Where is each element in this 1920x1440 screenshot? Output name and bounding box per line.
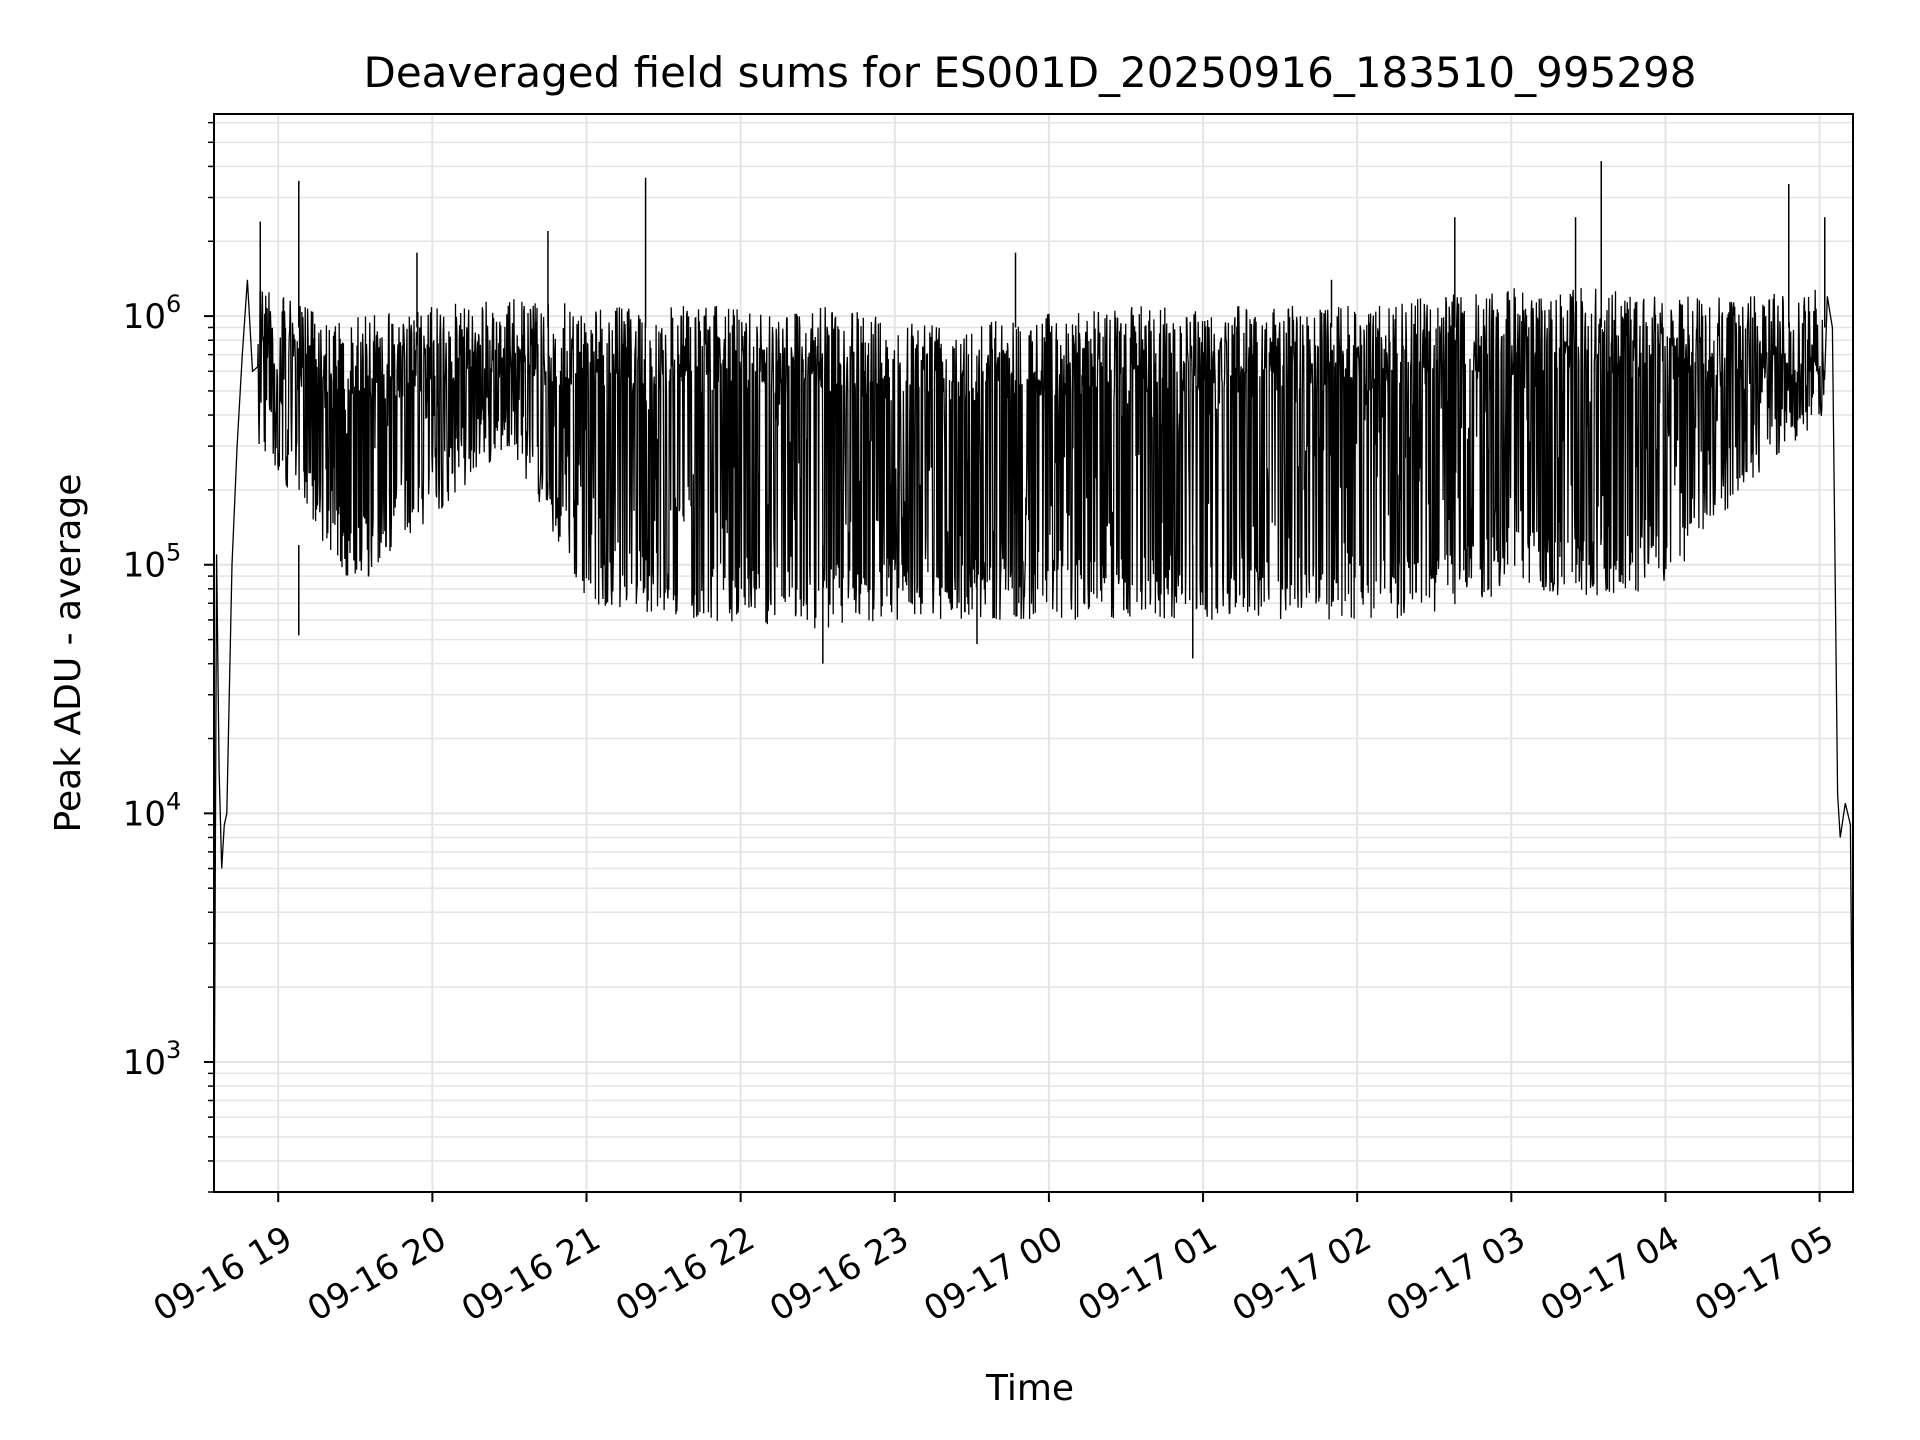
y-tick-label: 103 (123, 1036, 182, 1083)
data-series (213, 161, 1854, 1176)
y-tick-label: 106 (123, 290, 182, 337)
y-axis: 103 104 105 106 (123, 121, 214, 1193)
x-axis-label: Time (985, 1368, 1074, 1409)
series-line (213, 279, 1854, 1176)
chart-title: Deaveraged field sums for ES001D_2025091… (364, 48, 1697, 97)
y-tick-label: 105 (123, 539, 182, 586)
y-axis-label: Peak ADU - average (48, 474, 89, 833)
y-tick-label: 104 (123, 787, 182, 834)
plot-frame (213, 113, 1854, 1193)
